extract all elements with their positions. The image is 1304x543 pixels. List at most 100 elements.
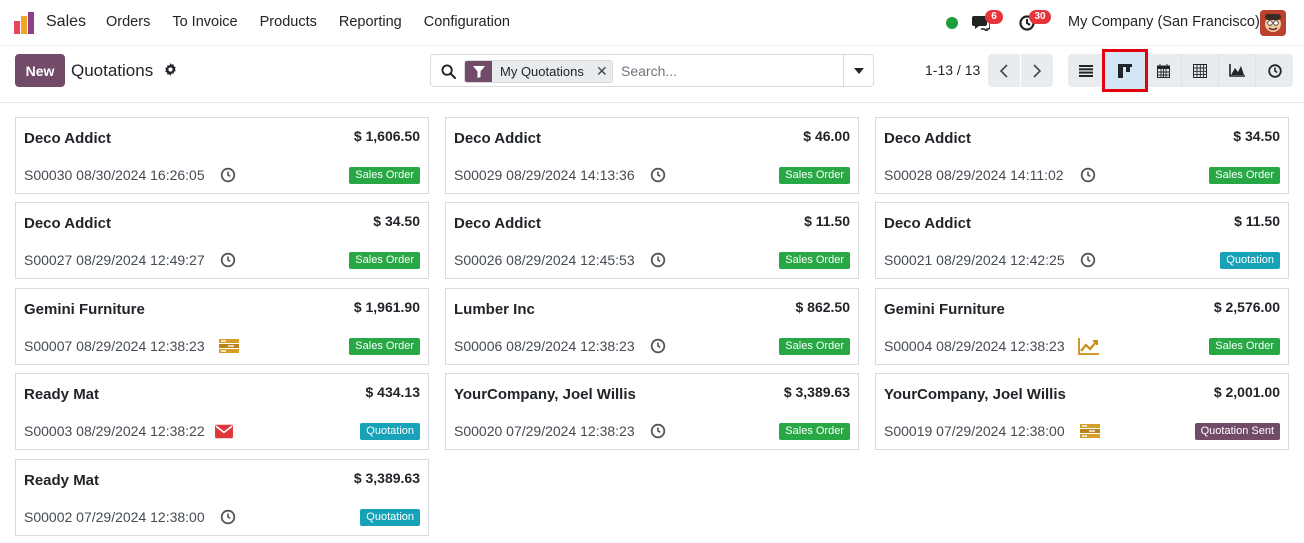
clock-icon[interactable] xyxy=(649,166,667,184)
remove-filter-icon[interactable]: ✕ xyxy=(591,61,612,82)
kanban-card[interactable]: Deco Addict $ 11.50 S00021 08/29/2024 12:4… xyxy=(875,202,1289,279)
search-input[interactable] xyxy=(621,61,831,81)
order-reference: S00004 08/29/2024 12:38:23 xyxy=(884,338,1065,354)
order-reference: S00028 08/29/2024 14:11:02 xyxy=(884,167,1064,183)
kanban-card[interactable]: YourCompany, Joel Willis $ 2,001.00 S00019… xyxy=(875,373,1289,450)
clock-icon[interactable] xyxy=(1079,251,1097,269)
pager-previous-button[interactable] xyxy=(988,54,1020,87)
order-amount: $ 1,961.90 xyxy=(353,299,420,315)
clock-icon[interactable] xyxy=(649,251,667,269)
kanban-card[interactable]: Ready Mat $ 434.13 S00003 08/29/2024 12:38… xyxy=(15,373,429,450)
customer-name: Gemini Furniture xyxy=(884,301,1005,318)
activity-count-badge: 30 xyxy=(1029,10,1051,24)
menu-item-to-invoice[interactable]: To Invoice xyxy=(172,14,238,30)
kanban-card[interactable]: YourCompany, Joel Willis $ 3,389.63 S00020… xyxy=(445,373,859,450)
search-bar: My Quotations ✕ xyxy=(430,54,844,87)
pager-value[interactable]: 1-13 / 13 xyxy=(925,62,981,78)
customer-name: Deco Addict xyxy=(24,215,111,232)
status-badge: Sales Order xyxy=(779,252,850,269)
activity-view-icon xyxy=(1267,63,1282,78)
kanban-card[interactable]: Deco Addict $ 46.00 S00029 08/29/2024 14:1… xyxy=(445,117,859,194)
avatar-face-icon xyxy=(1260,10,1286,36)
gear-icon[interactable] xyxy=(164,63,177,76)
order-reference: S00021 08/29/2024 12:42:25 xyxy=(884,252,1065,268)
menu-item-products[interactable]: Products xyxy=(259,14,317,30)
calendar-view-button[interactable] xyxy=(1145,54,1182,87)
order-amount: $ 3,389.63 xyxy=(783,384,850,400)
order-amount: $ 11.50 xyxy=(804,213,850,229)
view-switcher xyxy=(1068,49,1293,92)
clock-icon[interactable] xyxy=(649,337,667,355)
top-navbar: Sales Orders To Invoice Products Reporti… xyxy=(0,0,1304,46)
control-panel-divider xyxy=(0,102,1304,103)
status-badge: Sales Order xyxy=(349,338,420,355)
customer-name: Ready Mat xyxy=(24,472,100,489)
order-amount: $ 1,606.50 xyxy=(353,128,420,144)
new-button[interactable]: New xyxy=(15,54,65,87)
clock-icon[interactable] xyxy=(649,422,667,440)
search-icon[interactable] xyxy=(441,64,456,79)
status-badge: Quotation xyxy=(360,509,420,526)
status-badge: Quotation xyxy=(360,423,420,440)
chat-count-badge: 6 xyxy=(985,10,1003,24)
tasks-icon[interactable] xyxy=(218,337,240,355)
list-view-icon xyxy=(1079,64,1093,77)
order-amount: $ 3,389.63 xyxy=(353,470,420,486)
kanban-card[interactable]: Gemini Furniture $ 1,961.90 S00007 08/29/2… xyxy=(15,288,429,365)
order-amount: $ 11.50 xyxy=(1234,213,1280,229)
envelope-icon[interactable] xyxy=(215,422,233,440)
customer-name: Deco Addict xyxy=(454,130,541,147)
kanban-card[interactable]: Gemini Furniture $ 2,576.00 S00004 08/29/2… xyxy=(875,288,1289,365)
order-reference: S00003 08/29/2024 12:38:22 xyxy=(24,423,205,439)
customer-name: Deco Addict xyxy=(884,130,971,147)
menu-item-orders[interactable]: Orders xyxy=(106,14,151,30)
kanban-card[interactable]: Deco Addict $ 1,606.50 S00030 08/30/2024 1… xyxy=(15,117,429,194)
sales-app-logo-icon[interactable] xyxy=(14,12,36,34)
pivot-view-button[interactable] xyxy=(1182,54,1219,87)
chart-line-icon[interactable] xyxy=(1078,337,1100,355)
company-switcher[interactable]: My Company (San Francisco) xyxy=(1068,14,1260,30)
status-badge: Sales Order xyxy=(779,338,850,355)
tasks-icon[interactable] xyxy=(1079,422,1101,440)
status-badge: Quotation Sent xyxy=(1194,423,1280,440)
customer-name: Lumber Inc xyxy=(454,301,535,318)
graph-view-button[interactable] xyxy=(1219,54,1256,87)
caret-down-icon xyxy=(853,67,864,74)
kanban-card[interactable]: Deco Addict $ 34.50 S00028 08/29/2024 14:1… xyxy=(875,117,1289,194)
kanban-card[interactable]: Deco Addict $ 11.50 S00026 08/29/2024 12:4… xyxy=(445,202,859,279)
filter-facet[interactable]: My Quotations ✕ xyxy=(464,60,613,83)
main-menu: Orders To Invoice Products Reporting Con… xyxy=(106,14,532,30)
user-avatar[interactable] xyxy=(1260,10,1286,36)
order-amount: $ 34.50 xyxy=(1233,128,1280,144)
order-amount: $ 46.00 xyxy=(803,128,850,144)
kanban-card[interactable]: Deco Addict $ 34.50 S00027 08/29/2024 12:4… xyxy=(15,202,429,279)
chevron-left-icon xyxy=(1000,63,1008,78)
calendar-view-icon xyxy=(1156,63,1170,78)
menu-item-configuration[interactable]: Configuration xyxy=(423,14,510,30)
status-badge: Sales Order xyxy=(779,167,850,184)
order-reference: S00030 08/30/2024 16:26:05 xyxy=(24,167,205,183)
kanban-view-button[interactable] xyxy=(1102,49,1148,92)
status-badge: Sales Order xyxy=(779,423,850,440)
filter-facet-label: My Quotations xyxy=(492,61,592,82)
presence-status-icon[interactable] xyxy=(946,17,958,29)
order-amount: $ 2,001.00 xyxy=(1213,384,1280,400)
pager-next-button[interactable] xyxy=(1021,54,1053,87)
kanban-card[interactable]: Ready Mat $ 3,389.63 S00002 07/29/2024 12:… xyxy=(15,459,429,536)
order-reference: S00002 07/29/2024 12:38:00 xyxy=(24,509,205,525)
clock-icon[interactable] xyxy=(219,166,237,184)
kanban-card[interactable]: Lumber Inc $ 862.50 S00006 08/29/2024 12:3… xyxy=(445,288,859,365)
menu-item-reporting[interactable]: Reporting xyxy=(338,14,402,30)
customer-name: YourCompany, Joel Willis xyxy=(884,386,1066,403)
activity-view-button[interactable] xyxy=(1256,54,1293,87)
search-options-toggle[interactable] xyxy=(844,54,874,87)
clock-icon[interactable] xyxy=(219,251,237,269)
clock-icon[interactable] xyxy=(219,508,237,526)
order-reference: S00029 08/29/2024 14:13:36 xyxy=(454,167,635,183)
list-view-button[interactable] xyxy=(1068,54,1105,87)
order-amount: $ 434.13 xyxy=(365,384,421,400)
app-name[interactable]: Sales xyxy=(46,13,87,30)
customer-name: Deco Addict xyxy=(454,215,541,232)
order-amount: $ 34.50 xyxy=(373,213,420,229)
clock-icon[interactable] xyxy=(1079,166,1097,184)
